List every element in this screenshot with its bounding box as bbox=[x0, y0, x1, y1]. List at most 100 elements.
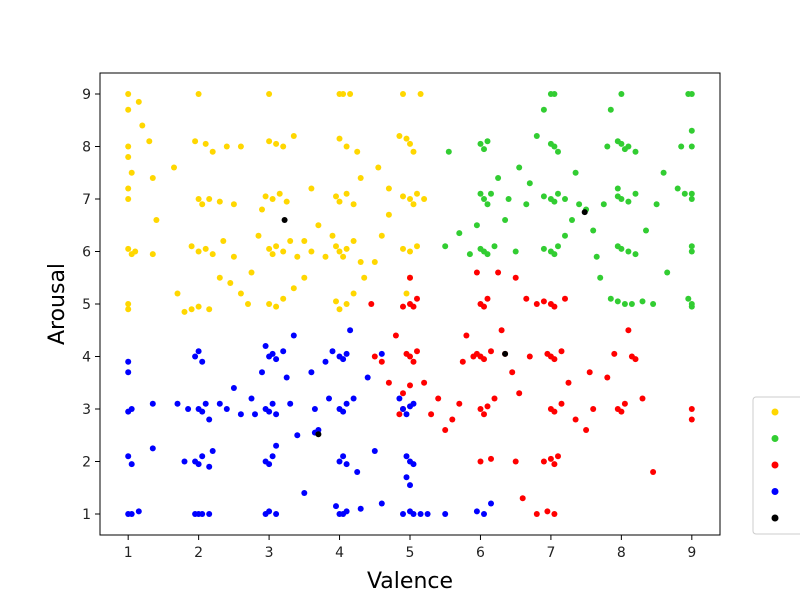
data-point-series-1-50 bbox=[618, 140, 625, 147]
data-point-series-0-18 bbox=[171, 164, 177, 171]
data-point-series-3-33 bbox=[237, 411, 244, 418]
data-point-series-2-67 bbox=[565, 379, 572, 386]
data-point-series-0-94 bbox=[385, 211, 392, 218]
data-point-series-1-32 bbox=[555, 190, 561, 197]
data-point-series-1-23 bbox=[540, 106, 547, 113]
data-point-series-3-28 bbox=[199, 511, 206, 517]
data-point-series-1-22 bbox=[533, 133, 540, 139]
data-point-series-1-2 bbox=[456, 230, 463, 237]
data-point-series-0-46 bbox=[259, 206, 265, 213]
data-point-series-3-96 bbox=[417, 511, 424, 517]
data-point-series-2-83 bbox=[688, 416, 695, 423]
data-point-series-0-92 bbox=[371, 259, 378, 265]
data-point-series-2-25 bbox=[463, 332, 470, 339]
data-point-series-0-20 bbox=[181, 308, 188, 315]
data-point-series-2-60 bbox=[540, 458, 547, 465]
data-point-series-0-74 bbox=[336, 135, 343, 142]
data-point-series-1-47 bbox=[607, 106, 614, 113]
data-point-series-2-43 bbox=[509, 369, 516, 376]
data-point-series-3-57 bbox=[301, 490, 308, 496]
y-axis-label: Arousal bbox=[45, 263, 70, 345]
y-tick-label-6: 6 bbox=[82, 245, 91, 261]
data-point-series-0-37 bbox=[216, 274, 223, 281]
data-point-series-0-4 bbox=[146, 138, 153, 145]
data-point-series-3-34 bbox=[248, 395, 255, 402]
data-point-series-4-0 bbox=[281, 217, 288, 223]
data-point-series-3-71 bbox=[343, 400, 350, 407]
data-point-series-2-76 bbox=[621, 400, 628, 407]
data-point-series-3-52 bbox=[273, 511, 280, 517]
data-point-series-1-16 bbox=[495, 175, 502, 181]
data-point-series-0-111 bbox=[357, 175, 364, 181]
data-point-series-1-20 bbox=[516, 164, 523, 171]
data-point-series-2-0 bbox=[368, 301, 375, 307]
data-point-series-2-81 bbox=[650, 469, 657, 475]
data-point-series-3-54 bbox=[287, 400, 294, 407]
data-point-series-1-46 bbox=[604, 143, 611, 150]
data-point-series-1-34 bbox=[540, 245, 547, 252]
x-tick-label-8: 8 bbox=[617, 545, 626, 561]
data-point-series-0-48 bbox=[266, 138, 273, 145]
data-point-series-0-66 bbox=[301, 238, 308, 244]
y-tick-label-2: 2 bbox=[82, 455, 91, 471]
data-point-series-2-18 bbox=[421, 379, 428, 386]
data-point-series-0-83 bbox=[340, 253, 347, 260]
data-point-series-3-67 bbox=[343, 350, 350, 357]
data-point-series-2-58 bbox=[551, 408, 558, 415]
data-point-series-2-36 bbox=[481, 411, 487, 418]
data-point-series-1-21 bbox=[523, 201, 530, 208]
data-point-series-1-25 bbox=[551, 91, 558, 97]
data-point-series-0-81 bbox=[333, 243, 339, 250]
data-point-series-2-37 bbox=[484, 403, 491, 410]
data-point-series-2-63 bbox=[555, 453, 561, 460]
data-point-series-2-77 bbox=[625, 327, 632, 334]
data-point-series-3-24 bbox=[206, 463, 213, 470]
data-point-series-0-52 bbox=[269, 196, 276, 202]
data-point-series-0-26 bbox=[195, 196, 202, 202]
data-point-series-0-112 bbox=[375, 164, 382, 171]
data-point-series-0-41 bbox=[206, 306, 213, 313]
data-point-series-0-3 bbox=[139, 122, 146, 129]
data-point-series-0-114 bbox=[308, 185, 315, 192]
data-point-series-1-9 bbox=[481, 196, 487, 202]
y-tick-label-7: 7 bbox=[82, 192, 91, 208]
data-point-series-2-20 bbox=[435, 395, 442, 402]
data-point-series-2-38 bbox=[491, 395, 498, 402]
data-point-series-0-49 bbox=[273, 140, 280, 147]
data-point-series-0-97 bbox=[396, 133, 403, 139]
data-point-series-2-16 bbox=[396, 411, 403, 418]
data-point-series-1-76 bbox=[688, 127, 695, 134]
data-point-series-3-31 bbox=[223, 406, 230, 412]
data-point-series-1-63 bbox=[614, 298, 621, 305]
data-point-series-3-56 bbox=[294, 432, 301, 439]
y-tick-label-1: 1 bbox=[82, 507, 91, 523]
data-point-series-1-7 bbox=[484, 138, 491, 145]
x-tick-label-1: 1 bbox=[124, 545, 133, 561]
data-point-series-0-30 bbox=[230, 201, 237, 208]
data-point-series-0-10 bbox=[149, 175, 156, 181]
data-point-series-0-57 bbox=[273, 243, 280, 250]
data-point-series-3-39 bbox=[269, 350, 276, 357]
data-point-series-2-40 bbox=[488, 455, 494, 462]
data-point-series-0-50 bbox=[280, 143, 287, 150]
data-point-series-1-80 bbox=[688, 243, 695, 250]
data-point-series-0-78 bbox=[336, 198, 343, 205]
data-point-series-2-5 bbox=[400, 303, 406, 310]
data-point-series-2-82 bbox=[688, 406, 695, 412]
data-point-series-0-72 bbox=[340, 91, 347, 97]
data-point-series-0-113 bbox=[385, 185, 392, 192]
data-point-series-3-75 bbox=[343, 461, 350, 468]
data-point-series-0-43 bbox=[245, 301, 251, 307]
data-point-series-0-40 bbox=[195, 303, 202, 310]
data-point-series-1-15 bbox=[491, 243, 498, 250]
data-point-series-0-34 bbox=[209, 251, 216, 258]
data-point-series-1-31 bbox=[551, 198, 558, 205]
data-point-series-3-95 bbox=[410, 511, 417, 517]
data-point-series-0-42 bbox=[237, 290, 244, 297]
legend-marker-4 bbox=[771, 514, 779, 522]
data-point-series-2-4 bbox=[392, 332, 399, 339]
x-tick-label-7: 7 bbox=[546, 545, 555, 561]
data-point-series-1-6 bbox=[481, 146, 487, 153]
data-point-series-1-43 bbox=[593, 253, 600, 260]
data-point-series-2-46 bbox=[523, 295, 530, 302]
